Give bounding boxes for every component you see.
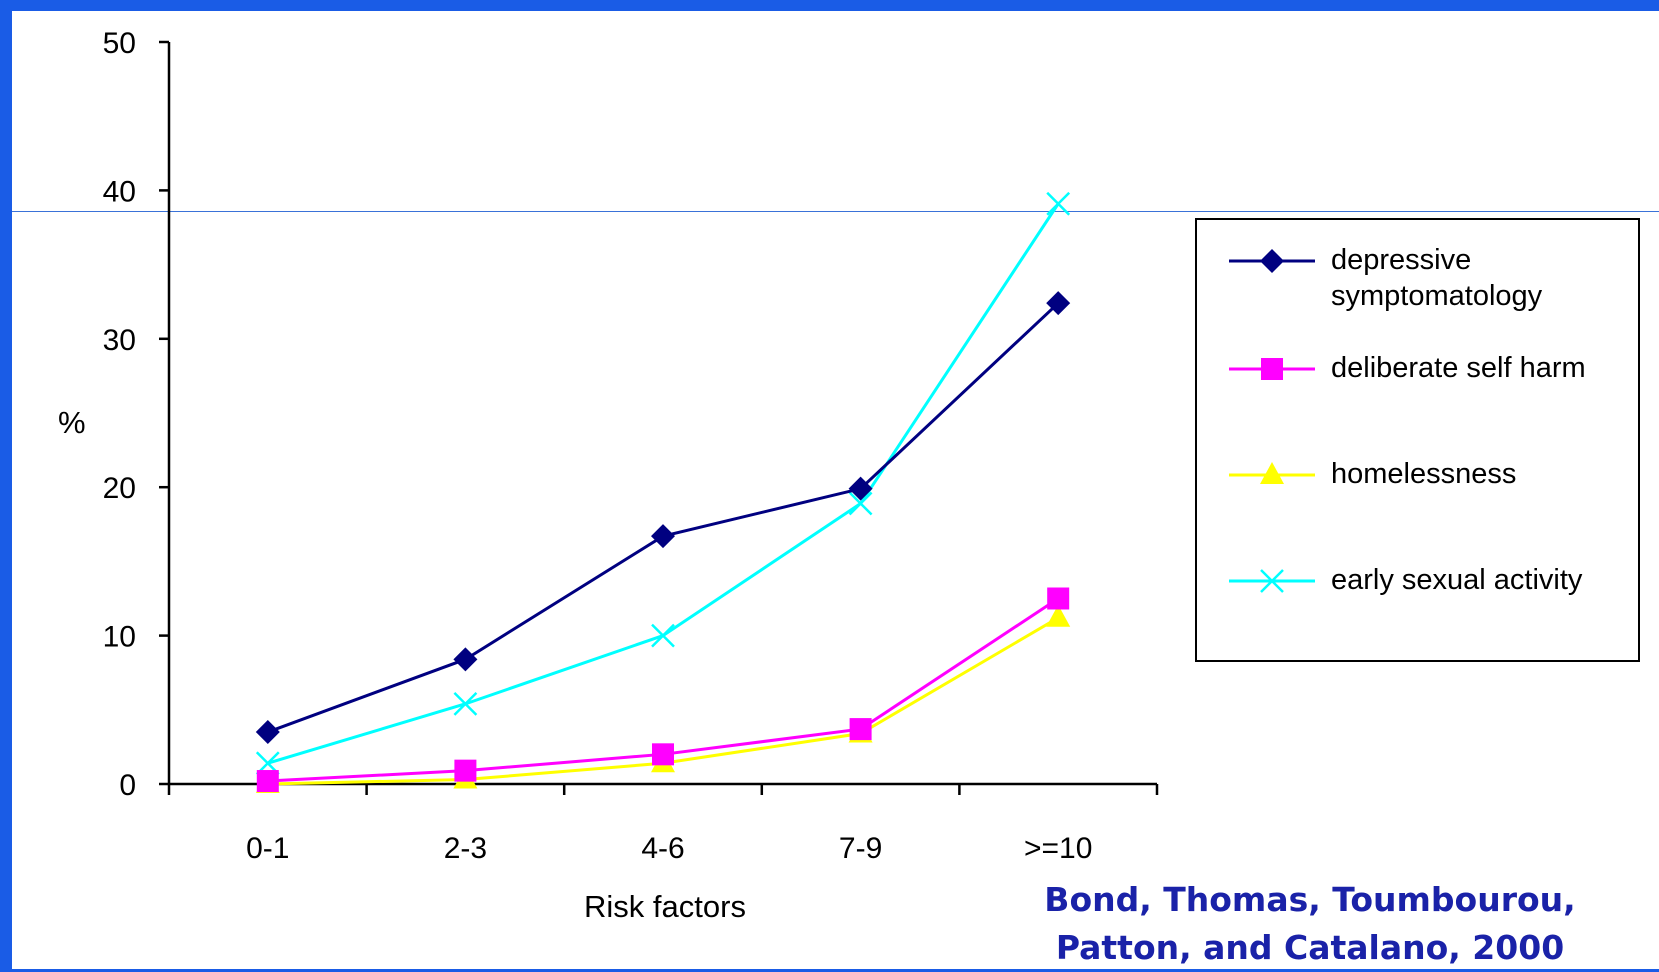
chart-axes [159,40,1159,795]
x-tick-label: 7-9 [839,832,882,865]
data-point [454,759,477,782]
legend-swatch [1229,462,1315,484]
legend-marker [1260,249,1284,273]
data-point [255,720,280,745]
x-axis-label: Risk factors [584,889,746,924]
citation: Bond, Thomas, Toumbourou, Patton, and Ca… [990,876,1630,972]
data-point [848,476,873,501]
legend-swatch [1229,569,1315,593]
legend-marker [1261,358,1283,380]
data-point [453,691,478,716]
data-point [651,623,675,648]
legend-swatch [1229,249,1315,273]
data-point [453,647,478,672]
series-depressive-symptomatology [255,291,1071,745]
x-tick-label: 2-3 [444,832,487,865]
y-tick-label: 50 [103,27,136,60]
data-point [651,524,675,549]
y-tick-label: 20 [103,472,136,505]
x-tick-label: >=10 [1024,832,1092,865]
x-tick-labels: 0-1 2-3 4-6 7-9 >=10 [246,832,1092,865]
chart-legend: depressive symptomatology deliberate self… [1195,218,1640,662]
legend-label: early sexual activity [1331,564,1583,596]
y-tick-label: 30 [103,324,136,357]
x-tick-label: 0-1 [246,832,289,865]
legend-label: homelessness [1331,458,1517,490]
title-divider-line [12,211,1659,212]
chart-series [255,191,1071,793]
series-deliberate-self-harm [256,587,1070,793]
y-tick-label: 0 [119,769,136,802]
legend-marker [1260,462,1284,484]
x-tick-label: 4-6 [641,832,684,865]
legend-label: depressive symptomatology [1331,244,1543,312]
legend-label: deliberate self harm [1331,352,1586,384]
citation-line-2: Patton, and Catalano, 2000 [1055,928,1565,967]
data-point [1047,587,1070,610]
data-point [652,743,674,766]
y-tick-labels: 0 10 20 30 40 50 [103,27,136,802]
y-tick-label: 10 [103,621,136,654]
data-point [1046,191,1071,216]
data-point [1046,604,1071,627]
citation-line-1: Bond, Thomas, Toumbourou, [1044,880,1576,919]
legend-swatch [1229,358,1315,380]
y-tick-label: 40 [103,175,136,208]
series-line [267,302,1060,734]
series-line [267,202,1060,765]
data-point [848,491,873,516]
data-point [849,718,872,741]
data-point [256,770,279,793]
legend-marker [1260,569,1284,593]
y-axis-label: % [58,405,86,440]
data-point [1046,291,1071,316]
series-early-sexual-activity [255,191,1071,776]
